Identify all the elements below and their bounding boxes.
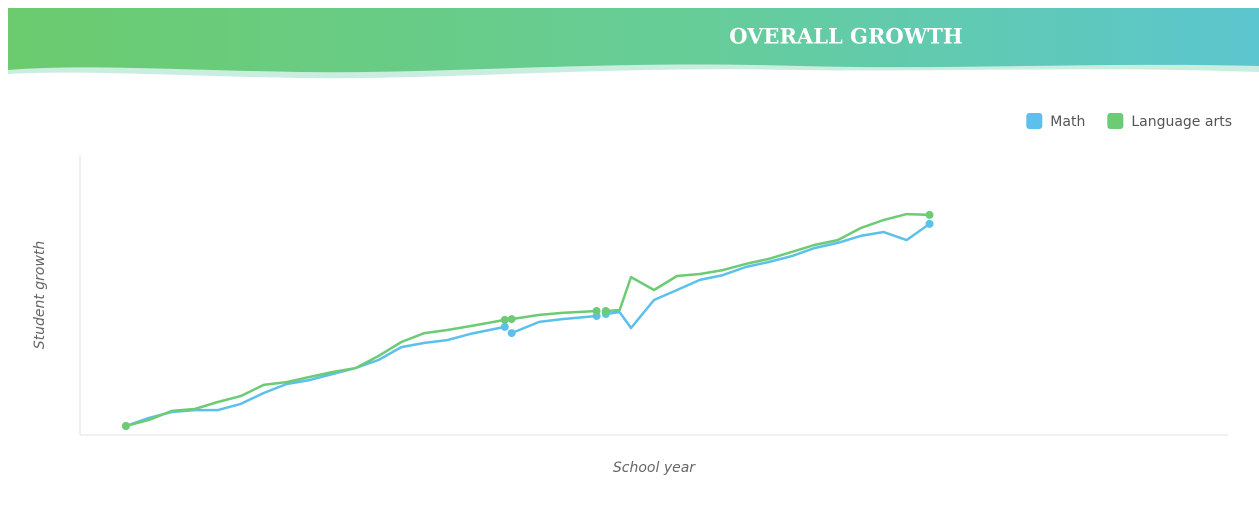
point-marker	[507, 329, 516, 338]
point-marker	[500, 322, 509, 331]
series-line	[125, 212, 930, 428]
y-axis-label: Student growth	[32, 241, 48, 350]
point-marker	[500, 315, 509, 324]
legend-label: Math	[1050, 114, 1085, 130]
point-marker	[601, 306, 610, 315]
chart-title: OVERALL GROWTH	[729, 24, 963, 49]
legend-label: Language arts	[1131, 114, 1232, 130]
x-axis-label: School year	[613, 460, 696, 476]
series-line	[125, 222, 931, 428]
legend-swatch	[1107, 113, 1124, 129]
header-banner	[8, 8, 1259, 73]
point-marker	[925, 219, 934, 228]
point-marker	[925, 210, 934, 219]
point-marker	[507, 315, 516, 324]
point-marker	[592, 306, 601, 315]
point-marker	[121, 422, 130, 431]
legend-swatch	[1026, 113, 1043, 129]
